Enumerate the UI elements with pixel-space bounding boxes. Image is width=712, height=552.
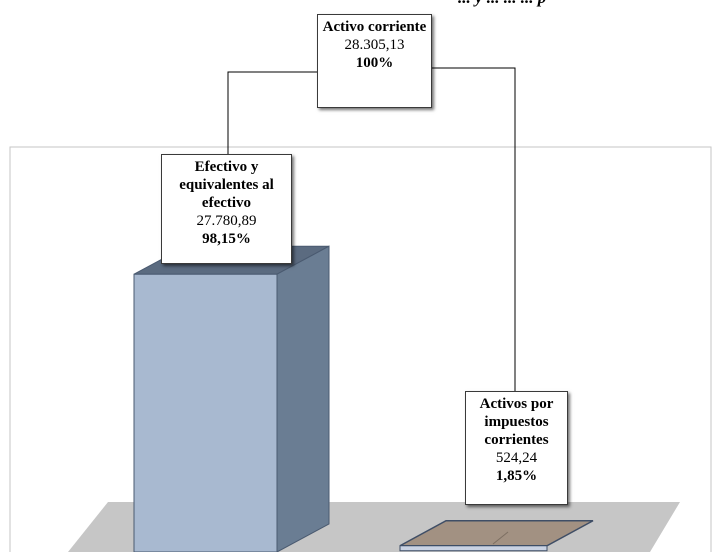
category-label-impuestos: Activos por impuestos corrientes: [479, 396, 554, 448]
bar-efectivo-front: [133, 273, 278, 552]
connector-right: [432, 67, 516, 400]
chart-caption: ... y ... ... ... p: [458, 0, 546, 8]
connector-left: [227, 71, 318, 158]
percent-label-impuestos: 1,85%: [495, 468, 538, 484]
root-percent: 100%: [355, 55, 394, 71]
value-label-efectivo: 27.780,89: [196, 213, 257, 229]
value-label-impuestos: 524,24: [495, 450, 538, 466]
root-value: 28.305,13: [344, 37, 405, 53]
bar-impuestos-seam: [492, 531, 509, 545]
root-label-box: Activo corriente 28.305,13 100%: [317, 14, 432, 108]
category-label-efectivo: Efectivo y equivalentes al efectivo: [179, 159, 274, 211]
plot-area: [9, 146, 712, 552]
bar-efectivo: [133, 245, 330, 552]
bar-efectivo-side: [276, 245, 330, 552]
data-label-impuestos: Activos por impuestos corrientes 524,24 …: [465, 391, 568, 505]
bar-impuestos-front: [399, 545, 548, 552]
root-label: Activo corriente: [322, 19, 427, 35]
data-label-efectivo: Efectivo y equivalentes al efectivo 27.7…: [161, 154, 292, 264]
bar-impuestos: [399, 520, 594, 552]
percent-label-efectivo: 98,15%: [202, 231, 251, 247]
